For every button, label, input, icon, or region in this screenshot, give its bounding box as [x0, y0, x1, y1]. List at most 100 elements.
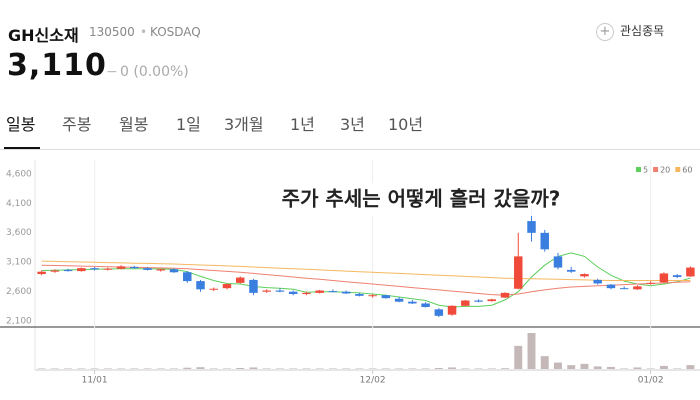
market: KOSDAQ [150, 25, 201, 39]
volume-bar [143, 368, 152, 369]
candle-body [196, 281, 205, 290]
tab[interactable]: 일봉 [6, 115, 36, 134]
candle-body [434, 309, 444, 316]
volume-bar [223, 368, 231, 369]
candle-body [394, 298, 404, 302]
stock-code: 130500 [89, 25, 135, 39]
candle-body [341, 291, 351, 294]
volume-bar [64, 368, 73, 369]
volume-bar [540, 356, 549, 369]
x-tick-label: 12/02 [360, 376, 386, 386]
candle-body [461, 300, 470, 306]
candle-body [580, 274, 589, 277]
change-sign: − [106, 64, 118, 80]
legend-label: 60 [682, 166, 692, 175]
candle-body [302, 292, 311, 295]
plus-icon: + [596, 22, 614, 41]
candle-body [646, 282, 655, 284]
volume-bar [50, 368, 59, 369]
volume-bar [593, 366, 602, 369]
candle-body [553, 256, 563, 268]
candle-body [50, 270, 60, 272]
tab[interactable]: 1일 [176, 115, 201, 134]
separator: • [140, 25, 148, 39]
volume-bar [567, 365, 576, 369]
volume-bar [554, 362, 562, 369]
candle-body [474, 300, 483, 302]
ma-line [41, 260, 691, 281]
candle-body [249, 279, 258, 293]
plot-area: 2,100 2,600 3,100 3,600 4,100 4,600 11/01 12/02… [0, 160, 700, 386]
tab-bar: 일봉 주봉 월봉 1일 3개월 1년 3년 10년 [0, 108, 700, 150]
candle-body [355, 294, 364, 296]
stock-name: GH신소재 [8, 26, 79, 45]
y-tick-label: 3,100 [6, 258, 32, 268]
candle-body [235, 277, 245, 283]
volume-bar [183, 367, 192, 369]
volume-bar [90, 368, 99, 369]
volume-bar [342, 368, 351, 369]
volume-bar [196, 367, 205, 369]
volume-bar [580, 363, 589, 369]
y-tick-label: 2,100 [6, 317, 32, 327]
volume-bar [103, 368, 112, 369]
x-tick-label: 11/01 [82, 376, 108, 386]
volume-bar [646, 368, 655, 369]
candle-body [275, 290, 285, 292]
candle-body [77, 268, 86, 272]
volume-bar [461, 368, 470, 369]
volume-bar [686, 365, 695, 369]
annotation-bg [232, 183, 610, 216]
candle-body [381, 295, 391, 299]
candle-body [447, 305, 457, 315]
candle-body [209, 288, 218, 290]
y-tick-label: 3,600 [6, 228, 32, 238]
candle-body [540, 232, 549, 250]
favorite-button[interactable]: + 관심종목 [596, 22, 664, 41]
candle-body [421, 303, 430, 307]
candle-body [156, 269, 166, 271]
candle-body [222, 284, 232, 289]
tab[interactable]: 3개월 [224, 115, 264, 134]
candle-body [143, 268, 152, 270]
candle-body [606, 284, 616, 289]
volume-bar [156, 368, 165, 369]
candle-body [686, 267, 695, 277]
tab[interactable]: 1년 [290, 115, 315, 134]
x-tick-label: 01/02 [638, 376, 664, 386]
volume-bar [527, 333, 536, 369]
tab[interactable]: 3년 [340, 115, 365, 134]
volume-bar [302, 368, 311, 369]
volume-bar [421, 368, 430, 369]
volume-bar [77, 368, 86, 369]
candle-body [659, 273, 669, 283]
volume-bar [262, 368, 271, 369]
candle-body [90, 268, 99, 270]
candle-body [169, 269, 179, 273]
volume-bar [395, 368, 404, 369]
volume-bar [408, 368, 417, 369]
price: 3,110 [7, 48, 107, 83]
candle-body [288, 291, 298, 295]
candle-body [130, 266, 139, 269]
volume-bar [315, 368, 324, 369]
tab[interactable]: 월봉 [119, 115, 149, 134]
tab[interactable]: 주봉 [62, 115, 92, 134]
candle-body [328, 291, 338, 293]
volume-bar [659, 365, 668, 369]
legend-label: 20 [660, 166, 670, 175]
volume-bar [474, 368, 483, 369]
volume-bar [289, 368, 298, 369]
volume-bar [275, 368, 284, 369]
volume-bar [633, 367, 642, 369]
tab[interactable]: 10년 [388, 115, 424, 134]
volume-bar [236, 367, 245, 369]
ma-line [41, 264, 691, 296]
volume-bar [487, 368, 496, 369]
candle-body [593, 279, 602, 284]
candle-body [527, 221, 536, 233]
candle-body [619, 288, 629, 290]
legend-label: 5 [643, 166, 648, 175]
